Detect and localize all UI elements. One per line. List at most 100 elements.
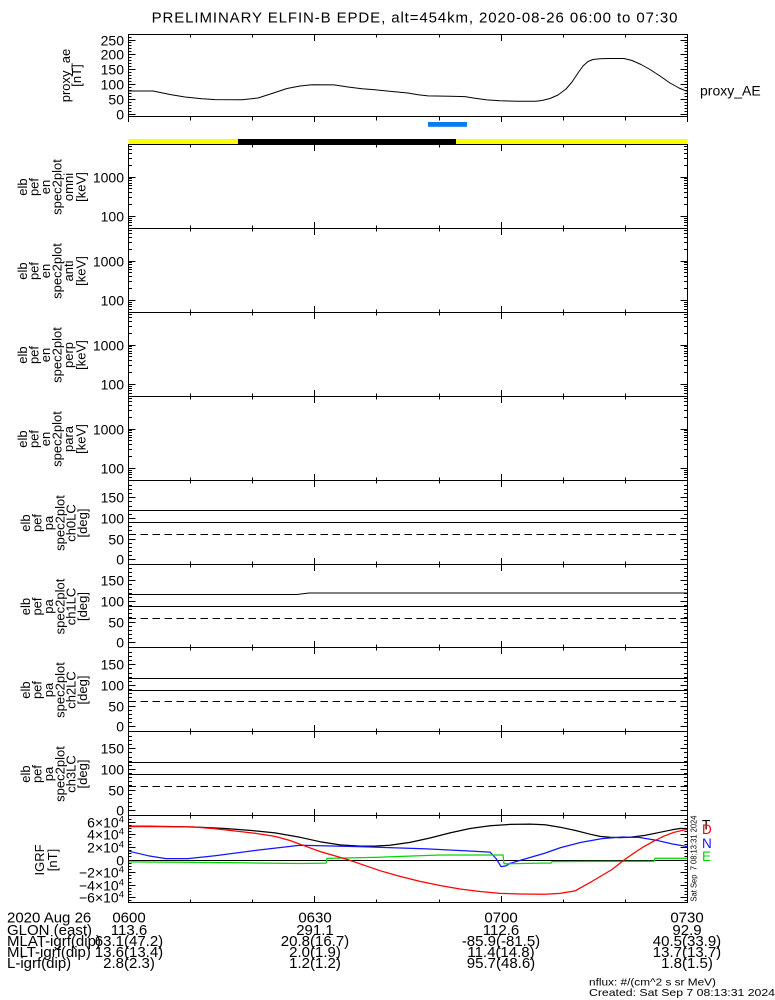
svg-text:2×104: 2×104	[87, 840, 124, 856]
svg-text:150: 150	[101, 573, 125, 589]
svg-text:pef: pef	[30, 765, 45, 783]
svg-text:[deg]: [deg]	[75, 509, 90, 538]
svg-text:para: para	[61, 425, 76, 452]
svg-text:100: 100	[101, 209, 125, 225]
svg-text:2.8(2.3): 2.8(2.3)	[103, 955, 155, 972]
svg-text:100: 100	[101, 77, 125, 93]
svg-text:spec2plot: spec2plot	[53, 495, 68, 551]
svg-text:perp: perp	[61, 342, 76, 368]
svg-text:anti: anti	[61, 260, 76, 281]
svg-text:0: 0	[116, 552, 124, 568]
svg-text:elb: elb	[18, 514, 33, 531]
svg-text:112.6: 112.6	[483, 922, 519, 939]
svg-text:MLT-igrf(dip): MLT-igrf(dip)	[7, 944, 91, 961]
svg-text:en: en	[38, 264, 53, 278]
svg-text:L-igrf(dip): L-igrf(dip)	[7, 955, 71, 972]
svg-text:150: 150	[101, 62, 125, 78]
svg-text:elb: elb	[18, 765, 33, 782]
svg-text:150: 150	[101, 741, 125, 757]
svg-text:[nT]: [nT]	[69, 64, 84, 86]
svg-text:elb: elb	[15, 178, 30, 195]
svg-text:pef: pef	[27, 262, 42, 280]
svg-text:[keV]: [keV]	[74, 340, 89, 370]
svg-text:−4×104: −4×104	[79, 878, 124, 894]
svg-text:Created: Sat Sep 7 08:13:31 2: Created: Sat Sep 7 08:13:31 2024	[589, 987, 775, 999]
svg-text:[keV]: [keV]	[74, 172, 89, 202]
svg-text:MLAT-igrf(dip): MLAT-igrf(dip)	[7, 933, 101, 950]
svg-text:92.9: 92.9	[672, 922, 701, 939]
svg-text:2.0(1.9): 2.0(1.9)	[289, 944, 341, 961]
svg-text:pef: pef	[27, 178, 42, 196]
svg-text:−2×104: −2×104	[79, 865, 124, 881]
svg-text:en: en	[38, 432, 53, 446]
svg-text:50: 50	[108, 615, 124, 631]
svg-text:ch0LC: ch0LC	[64, 504, 79, 542]
svg-text:100: 100	[101, 461, 125, 477]
svg-text:50: 50	[108, 92, 124, 108]
svg-text:0: 0	[116, 719, 124, 735]
svg-text:pa: pa	[41, 766, 56, 781]
svg-text:1000: 1000	[93, 170, 124, 186]
svg-text:250: 250	[101, 33, 125, 49]
svg-text:6×104: 6×104	[87, 815, 124, 831]
svg-text:63.1(47.2): 63.1(47.2)	[95, 933, 163, 950]
svg-text:−6×104: −6×104	[79, 890, 124, 906]
svg-text:100: 100	[101, 678, 125, 694]
svg-text:0630: 0630	[298, 910, 331, 927]
svg-text:13.7(13.7): 13.7(13.7)	[653, 944, 721, 961]
svg-text:D: D	[702, 822, 712, 837]
svg-text:en: en	[38, 180, 53, 194]
svg-text:0730: 0730	[670, 910, 703, 927]
svg-text:150: 150	[101, 657, 125, 673]
svg-text:elb: elb	[15, 430, 30, 447]
svg-text:0600: 0600	[112, 910, 145, 927]
svg-text:4×104: 4×104	[87, 827, 124, 843]
svg-text:1000: 1000	[93, 422, 124, 438]
svg-text:E: E	[702, 849, 711, 864]
svg-text:1000: 1000	[93, 254, 124, 270]
svg-text:proxy_AE: proxy_AE	[700, 83, 761, 99]
svg-text:elb: elb	[15, 346, 30, 363]
svg-text:PRELIMINARY ELFIN-B EPDE, alt=: PRELIMINARY ELFIN-B EPDE, alt=454km, 202…	[152, 10, 679, 27]
svg-text:pa: pa	[41, 682, 56, 697]
svg-text:spec2plot: spec2plot	[53, 662, 68, 718]
svg-text:150: 150	[101, 490, 125, 506]
svg-text:[keV]: [keV]	[74, 256, 89, 286]
svg-text:pef: pef	[27, 346, 42, 364]
svg-text:N: N	[702, 836, 712, 851]
svg-text:spec2plot: spec2plot	[50, 411, 65, 467]
svg-text:1000: 1000	[93, 338, 124, 354]
svg-text:50: 50	[108, 783, 124, 799]
svg-text:pef: pef	[30, 597, 45, 615]
svg-text:113.6: 113.6	[111, 922, 147, 939]
svg-text:50: 50	[108, 532, 124, 548]
svg-text:omni: omni	[61, 173, 76, 201]
svg-text:proxy_ae: proxy_ae	[58, 49, 73, 102]
svg-text:spec2plot: spec2plot	[50, 243, 65, 299]
svg-text:en: en	[38, 348, 53, 362]
svg-text:elb: elb	[18, 681, 33, 698]
svg-text:ch2LC: ch2LC	[64, 671, 79, 709]
svg-text:11.4(14.8): 11.4(14.8)	[467, 944, 534, 961]
svg-text:1.2(1.2): 1.2(1.2)	[289, 955, 341, 972]
svg-text:0: 0	[116, 107, 124, 123]
svg-text:291.1: 291.1	[296, 922, 334, 939]
svg-text:pef: pef	[27, 430, 42, 448]
svg-text:[keV]: [keV]	[74, 424, 89, 454]
svg-text:pa: pa	[41, 599, 56, 614]
svg-text:100: 100	[101, 511, 125, 527]
svg-text:spec2plot: spec2plot	[50, 327, 65, 383]
svg-text:pef: pef	[30, 681, 45, 699]
svg-text:100: 100	[101, 594, 125, 610]
svg-text:GLON (east): GLON (east)	[7, 922, 92, 939]
svg-text:100: 100	[101, 377, 125, 393]
svg-text:[deg]: [deg]	[75, 676, 90, 705]
svg-text:[deg]: [deg]	[75, 592, 90, 621]
svg-text:100: 100	[101, 293, 125, 309]
svg-text:ch1LC: ch1LC	[64, 588, 79, 626]
svg-text:IGRF: IGRF	[32, 844, 47, 875]
svg-text:20.8(16.7): 20.8(16.7)	[281, 933, 349, 950]
svg-text:spec2plot: spec2plot	[50, 159, 65, 215]
svg-text:-85.9(-81.5): -85.9(-81.5)	[462, 933, 540, 950]
svg-text:spec2plot: spec2plot	[53, 746, 68, 802]
